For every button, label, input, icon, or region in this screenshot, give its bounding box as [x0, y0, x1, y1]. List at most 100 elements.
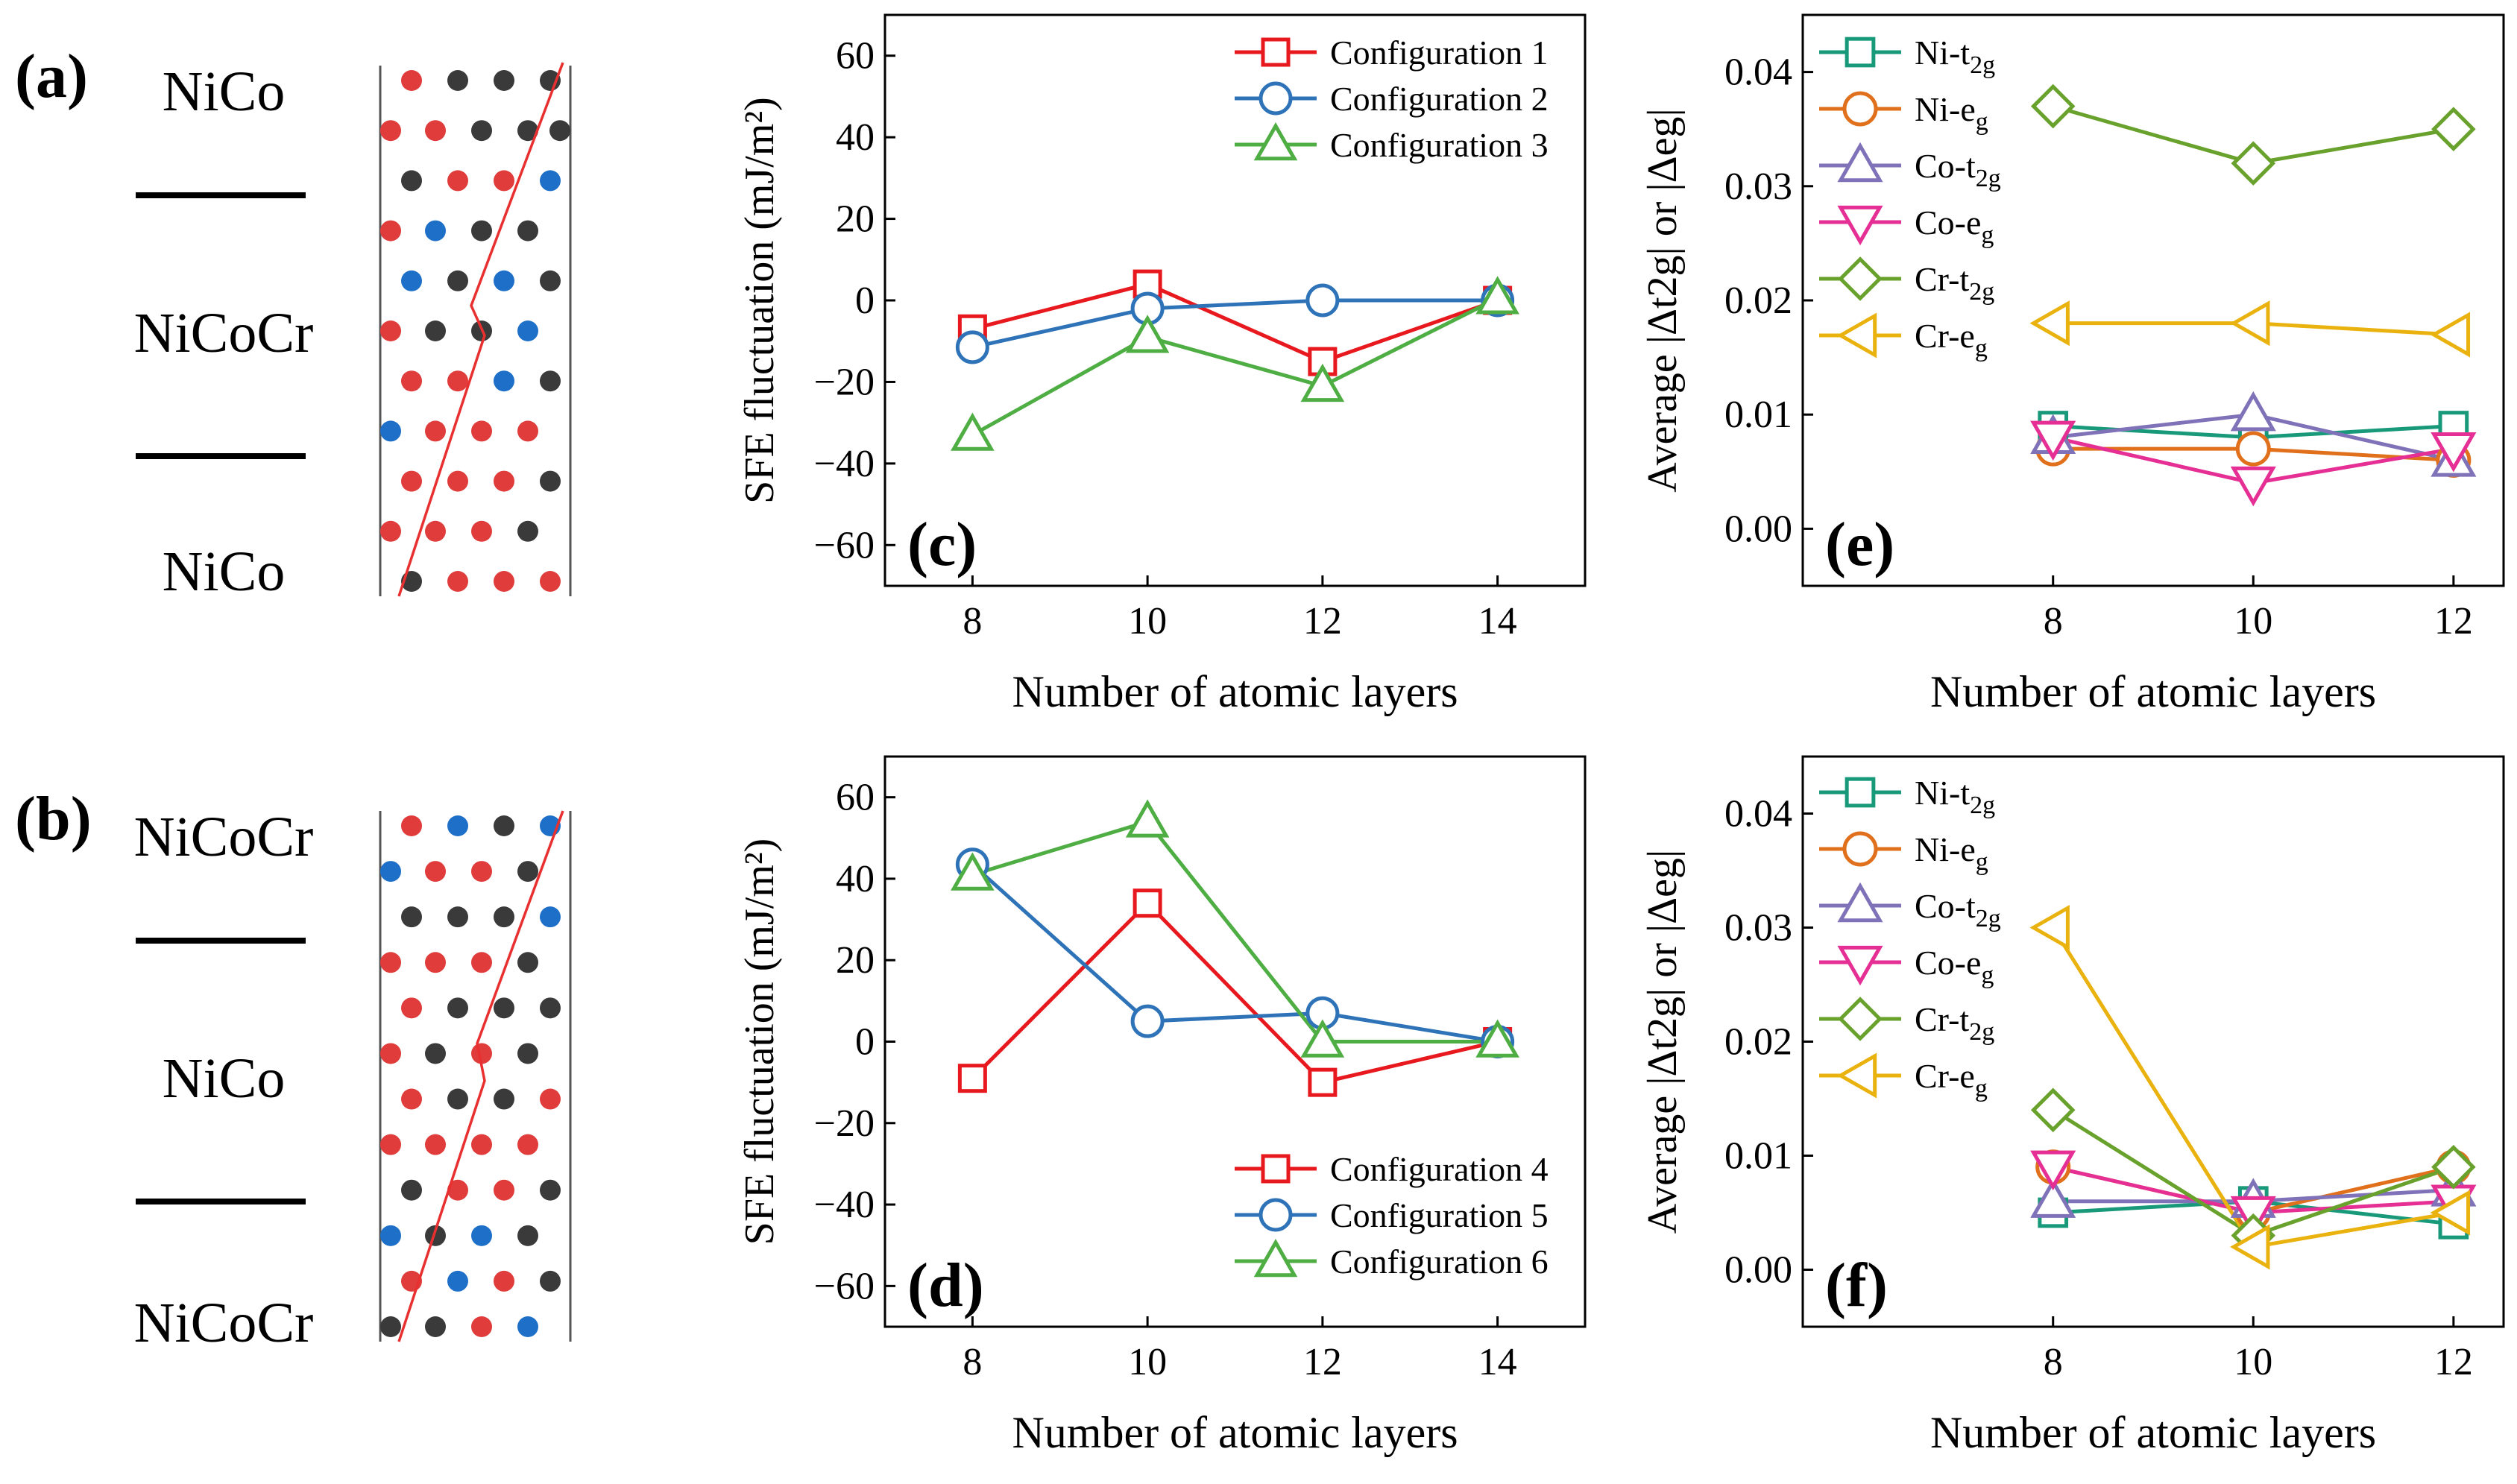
atom	[540, 997, 561, 1019]
atom	[380, 120, 401, 142]
atom	[494, 906, 514, 928]
x-tick-label: 10	[2234, 1341, 2272, 1383]
atom	[447, 170, 468, 192]
chart-d: 8 10 12 14 −60 −40 −20 0 20 40 60 Number of atomic …	[737, 755, 1587, 1457]
data-point	[1133, 888, 1162, 918]
y-tick-label: 0.02	[1724, 280, 1792, 322]
atom	[401, 1088, 422, 1110]
panel-b-label: (b)	[15, 784, 92, 853]
legend-marker	[1837, 882, 1883, 923]
data-point	[951, 852, 995, 891]
legend-marker	[1842, 91, 1878, 127]
data-point	[2029, 904, 2070, 951]
atom	[517, 220, 538, 241]
atom	[517, 1134, 538, 1155]
atom	[540, 571, 561, 592]
legend-marker	[1838, 256, 1883, 301]
legend-label: Configuration 4	[1330, 1150, 1549, 1188]
atom	[494, 370, 514, 392]
atom	[494, 270, 514, 291]
legend-label: Cr-t2g	[1915, 260, 1994, 306]
legend-marker	[1837, 205, 1883, 246]
atom	[380, 1225, 401, 1246]
atom	[447, 270, 468, 291]
x-axis-label: Number of atomic layers	[1930, 667, 2376, 716]
y-tick-label: −20	[814, 1102, 875, 1145]
atom	[401, 270, 422, 291]
legend-marker	[1845, 37, 1876, 68]
x-tick-label: 8	[963, 600, 982, 642]
panel-a-top-label: NiCo	[163, 60, 286, 123]
data-point	[2030, 420, 2076, 461]
x-tick-label: 12	[1303, 600, 1342, 642]
atom	[540, 906, 561, 928]
atom	[425, 520, 446, 542]
atom	[540, 1088, 561, 1110]
data-point	[2230, 391, 2276, 432]
legend-marker	[1842, 831, 1878, 867]
y-tick-label: −60	[814, 524, 875, 566]
atom	[401, 70, 422, 91]
chart-f: 8 10 12 0.00 0.01 0.02 0.03 0.04 Number of atomi…	[1639, 755, 2505, 1457]
atom	[517, 952, 538, 973]
x-tick-label: 14	[1478, 1341, 1517, 1383]
legend-label: Co-eg	[1915, 944, 1994, 989]
y-axis-label: Average |Δt2g| or |Δeg|	[1639, 108, 1686, 492]
y-tick-label: 20	[836, 939, 875, 982]
legend-label: Configuration 2	[1330, 80, 1549, 118]
series-line	[971, 297, 1499, 437]
y-tick-label: 60	[836, 777, 875, 819]
data-point	[1125, 315, 1170, 353]
x-tick-label: 8	[963, 1341, 982, 1383]
atom	[517, 520, 538, 542]
atom	[471, 120, 492, 142]
atom	[471, 1225, 492, 1246]
series-line	[971, 900, 1499, 1084]
atom	[425, 1316, 446, 1337]
atom	[401, 470, 422, 492]
atom	[517, 861, 538, 882]
data-point	[2235, 431, 2271, 467]
atom	[494, 571, 514, 592]
atom	[517, 1043, 538, 1064]
y-tick-label: 0.04	[1724, 51, 1792, 94]
legend-label: Configuration 3	[1330, 126, 1549, 164]
y-tick-label: 0	[855, 1021, 875, 1064]
data-point	[1475, 1019, 1519, 1058]
atom	[494, 815, 514, 836]
y-tick-label: −40	[814, 1184, 875, 1226]
y-tick-label: 0.01	[1724, 394, 1792, 436]
atom	[425, 861, 446, 882]
panel-a-middle-label: NiCoCr	[134, 302, 314, 364]
data-point	[1300, 363, 1345, 402]
atom	[380, 220, 401, 241]
legend-marker	[1836, 312, 1877, 359]
atom	[494, 470, 514, 492]
data-point	[955, 330, 989, 364]
x-tick-label: 10	[1128, 600, 1167, 642]
data-point	[2030, 83, 2076, 129]
atom	[380, 1316, 401, 1337]
x-tick-label: 10	[2234, 600, 2272, 642]
series-line	[971, 862, 1499, 1043]
legend-marker	[1837, 142, 1883, 183]
y-tick-label: 0	[855, 280, 875, 322]
data-point	[2030, 1178, 2076, 1218]
legend-label: Cr-eg	[1915, 1057, 1988, 1102]
atom	[425, 420, 446, 442]
data-point	[2229, 300, 2270, 347]
data-point	[957, 1064, 987, 1093]
atom	[425, 220, 446, 241]
atom	[447, 370, 468, 392]
slip-line	[397, 810, 564, 1342]
atom	[494, 1179, 514, 1201]
atom	[401, 170, 422, 192]
panel-b: (b) NiCoCr NiCo NiCoCr	[15, 784, 572, 1354]
atom	[447, 70, 468, 91]
data-point	[2431, 432, 2477, 473]
plot-frame	[1801, 13, 2505, 587]
atom	[549, 120, 570, 142]
data-point	[1300, 1019, 1345, 1058]
atom	[447, 470, 468, 492]
data-point	[2030, 1087, 2076, 1133]
